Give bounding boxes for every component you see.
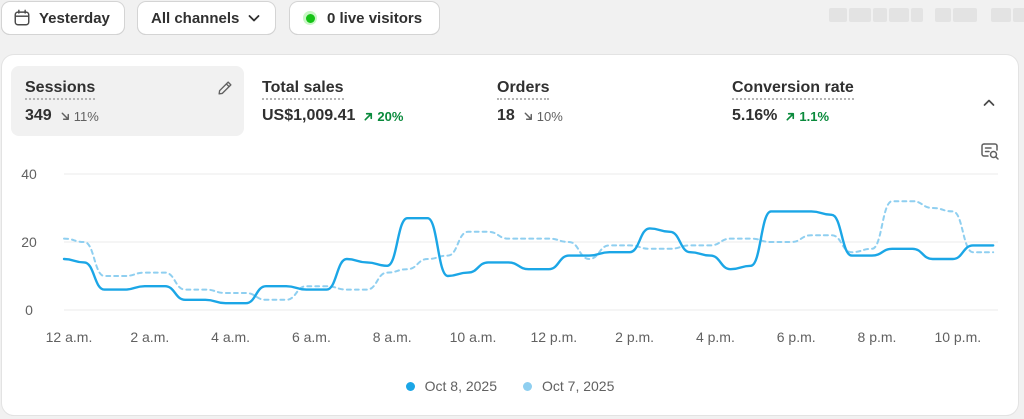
explain-chart-icon[interactable]: [980, 141, 1000, 161]
metric-title: Sessions: [25, 78, 96, 100]
legend-dot: [523, 381, 532, 391]
redacted-text: [829, 8, 1024, 22]
channels-dropdown[interactable]: All channels: [137, 1, 276, 35]
arrow-down-right-icon: [61, 112, 69, 120]
series-line-oct-7: [63, 200, 995, 301]
x-tick-label: 8 p.m.: [858, 329, 897, 345]
x-tick-label: 12 a.m.: [46, 329, 93, 345]
legend-label: Oct 7, 2025: [542, 378, 615, 394]
x-tick-label: 8 a.m.: [373, 329, 412, 345]
live-visitors-label: 0 live visitors: [327, 9, 423, 27]
x-tick-label: 10 p.m.: [934, 329, 981, 345]
calendar-icon: [14, 9, 30, 26]
edit-pencil-icon[interactable]: [216, 79, 234, 97]
legend-dot: [405, 381, 415, 391]
x-tick-label: 2 a.m.: [130, 329, 169, 345]
metric-value: 18: [497, 107, 515, 124]
legend-item-current[interactable]: Oct 8, 2025: [405, 376, 497, 396]
metric-sessions[interactable]: Sessions 349 11%: [11, 66, 244, 136]
x-tick-label: 4 p.m.: [696, 329, 735, 345]
metric-title: Conversion rate: [732, 78, 854, 100]
metric-orders[interactable]: Orders 18 10%: [483, 66, 713, 136]
x-tick-label: 6 a.m.: [292, 329, 331, 345]
live-visitors-button[interactable]: 0 live visitors: [289, 1, 440, 35]
metric-delta: 20%: [363, 109, 403, 124]
series-line-oct-8: [62, 210, 995, 305]
y-tick-label: 20: [21, 234, 37, 250]
toolbar: Yesterday All channels 0 live visitors: [0, 0, 1024, 40]
y-tick-label: 0: [25, 302, 33, 318]
chevron-up-icon[interactable]: [980, 94, 998, 112]
legend-label: Oct 8, 2025: [424, 378, 497, 394]
metric-value: 5.16%: [732, 107, 778, 124]
metric-total-sales[interactable]: Total sales US$1,009.41 20%: [248, 66, 478, 136]
analytics-card: 0 20 40 12 a.m. 2 a.m. 4 a.m. 6 a.m. 8 a.m. 10 a…: [2, 55, 1018, 415]
chevron-down-icon: [248, 15, 260, 22]
metric-value: 349: [25, 107, 52, 124]
x-tick-label: 2 p.m.: [615, 329, 654, 345]
x-tick-label: 12 p.m.: [530, 329, 577, 345]
x-tick-label: 10 a.m.: [450, 329, 497, 345]
metric-conversion-rate[interactable]: Conversion rate 5.16% 1.1%: [718, 66, 948, 136]
metric-title: Orders: [497, 78, 550, 100]
y-tick-label: 40: [21, 166, 37, 182]
x-tick-label: 4 a.m.: [211, 329, 250, 345]
metric-title: Total sales: [262, 78, 344, 100]
legend-item-comparison[interactable]: Oct 7, 2025: [523, 376, 614, 396]
channels-label: All channels: [151, 9, 240, 27]
live-status-icon: [303, 11, 317, 25]
metric-delta: 1.1%: [785, 109, 829, 124]
date-range-button[interactable]: Yesterday: [1, 1, 125, 35]
arrow-up-right-icon: [364, 112, 373, 121]
metric-value: US$1,009.41: [262, 107, 356, 124]
sessions-chart: 0 20 40 12 a.m. 2 a.m. 4 a.m. 6 a.m. 8 a.m. 10 a…: [21, 166, 998, 345]
x-tick-label: 6 p.m.: [777, 329, 816, 345]
arrow-up-right-icon: [786, 112, 795, 121]
arrow-down-right-icon: [524, 112, 532, 120]
chart-legend: Oct 8, 2025 Oct 7, 2025: [2, 376, 1018, 396]
date-range-label: Yesterday: [39, 9, 110, 27]
metric-delta: 10%: [523, 109, 563, 124]
metric-delta: 11%: [60, 109, 99, 124]
